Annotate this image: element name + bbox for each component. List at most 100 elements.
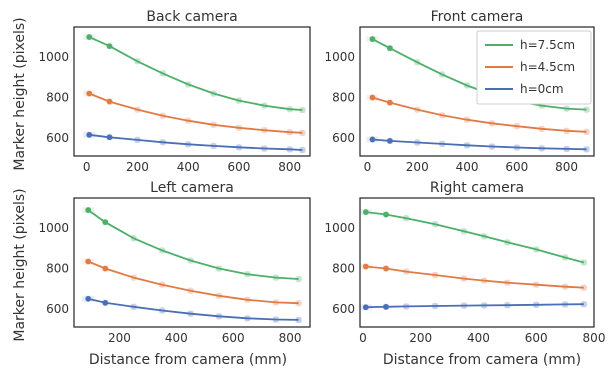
left-camera-title: Left camera — [150, 180, 234, 196]
back-axes-frame — [73, 26, 311, 157]
front-y-tick-800: 800 — [332, 91, 355, 105]
right-point-0cm-1 — [383, 304, 389, 310]
front-x-tick-200: 200 — [406, 160, 429, 174]
left-sample-band-4-5cm-8 — [295, 300, 302, 307]
left-point-4-5cm-1 — [102, 265, 109, 272]
front-y-tick-600: 600 — [332, 131, 355, 145]
left-x-tick-800: 800 — [279, 331, 302, 345]
left-point-0cm-0 — [85, 295, 92, 302]
back-line-4-5cm — [88, 92, 303, 134]
left-x-tick-400: 400 — [165, 331, 188, 345]
left-sample-band-7-5cm-8 — [295, 276, 302, 283]
right-x-tick-800: 800 — [583, 331, 606, 345]
back-x-tick-200: 200 — [126, 160, 149, 174]
back-x-tick-0: 0 — [83, 160, 91, 174]
back-point-0cm-1 — [106, 134, 113, 141]
left-point-7-5cm-1 — [102, 219, 109, 225]
x-axis-label-left: Distance from camera (mm) — [89, 352, 287, 368]
back-point-0cm-0 — [86, 132, 93, 138]
front-sample-band-4-5cm-9 — [583, 128, 590, 135]
left-camera-panel: Left camera 200 400 600 800 600 800 1000 — [38, 180, 311, 345]
front-x-tick-800: 800 — [555, 160, 578, 174]
front-sample-7-5cm-9 — [583, 106, 590, 113]
front-line-0cm — [372, 138, 587, 151]
front-sample-band-0cm-9 — [583, 146, 590, 153]
left-y-tick-800: 800 — [46, 262, 69, 276]
left-line-0cm — [87, 297, 299, 321]
back-y-tick-800: 800 — [46, 91, 69, 105]
left-sample-7-5cm-8 — [295, 275, 302, 283]
left-sample-band-0cm-8 — [295, 316, 302, 323]
right-camera-title: Right camera — [430, 180, 524, 196]
front-point-4-5cm-0 — [369, 94, 376, 101]
left-line-4-5cm — [87, 260, 299, 305]
left-sample-0cm-8 — [295, 316, 302, 324]
left-point-0cm-1 — [102, 300, 109, 306]
left-line-7-5cm — [87, 209, 299, 280]
right-point-7-5cm-1 — [383, 211, 389, 218]
legend-label-0: h=7.5cm — [520, 38, 575, 52]
front-x-tick-600: 600 — [505, 160, 528, 174]
front-point-0cm-0 — [369, 136, 376, 143]
right-line-7-5cm — [365, 211, 585, 264]
left-plot-area — [82, 206, 302, 324]
right-plot-area — [360, 208, 588, 311]
right-point-4-5cm-0 — [362, 263, 369, 270]
left-point-4-5cm-0 — [85, 258, 92, 265]
front-x-tick-0: 0 — [364, 160, 372, 174]
right-x-tick-600: 600 — [525, 331, 548, 345]
back-point-7-5cm-0 — [86, 34, 93, 40]
right-y-tick-600: 600 — [332, 302, 355, 316]
legend-label-1: h=4.5cm — [520, 60, 575, 74]
right-y-tick-1000: 1000 — [324, 221, 355, 235]
front-y-tick-1000: 1000 — [324, 50, 355, 64]
y-axis-label-bottom: Marker height (pixels) — [12, 188, 28, 341]
right-line-0cm — [365, 303, 584, 309]
front-x-tick-400: 400 — [456, 160, 479, 174]
front-sample-4-5cm-9 — [583, 128, 590, 136]
front-point-7-5cm-1 — [387, 45, 393, 51]
back-point-4-5cm-0 — [86, 90, 93, 97]
left-point-7-5cm-0 — [85, 207, 92, 213]
back-y-tick-1000: 1000 — [38, 50, 69, 64]
front-camera-panel: Front camera 0 200 400 600 800 600 800 1000 — [324, 9, 595, 174]
right-point-4-5cm-1 — [383, 265, 389, 272]
back-y-tick-600: 600 — [46, 131, 69, 145]
legend-box — [476, 30, 592, 105]
right-x-tick-0: 0 — [359, 331, 367, 345]
left-x-tick-600: 600 — [222, 331, 245, 345]
back-point-4-5cm-1 — [106, 98, 113, 105]
front-camera-title: Front camera — [431, 9, 524, 25]
right-line-4-5cm — [365, 265, 584, 289]
back-point-7-5cm-1 — [106, 43, 113, 49]
right-y-tick-800: 800 — [332, 262, 355, 276]
left-sample-4-5cm-8 — [295, 300, 302, 307]
back-line-7-5cm — [88, 36, 303, 111]
back-x-tick-400: 400 — [177, 160, 200, 174]
back-camera-panel: Back camera 0 200 400 600 800 600 800 1000 — [38, 9, 311, 174]
legend-label-2: h=0cm — [520, 82, 564, 96]
left-axes-frame — [73, 197, 311, 328]
front-point-7-5cm-0 — [369, 36, 376, 42]
y-axis-label-top: Marker height (pixels) — [12, 17, 28, 170]
legend: h=7.5cm h=4.5cm h=0cm — [476, 30, 592, 105]
front-point-4-5cm-1 — [387, 99, 393, 106]
front-axes-frame — [359, 26, 595, 157]
back-plot-area — [83, 33, 306, 154]
front-point-0cm-1 — [387, 138, 393, 144]
right-point-0cm-0 — [362, 304, 369, 311]
right-axes-frame — [359, 197, 595, 328]
front-sample-0cm-9 — [583, 146, 590, 153]
back-line-0cm — [89, 133, 303, 151]
right-camera-panel: Right camera 0 200 400 600 800 600 800 1000 — [324, 180, 605, 345]
front-line-4-5cm — [372, 96, 587, 133]
right-x-tick-400: 400 — [467, 331, 490, 345]
left-y-tick-1000: 1000 — [38, 221, 69, 235]
left-x-tick-200: 200 — [108, 331, 131, 345]
right-x-tick-200: 200 — [409, 331, 432, 345]
x-axis-label-right: Distance from camera (mm) — [383, 352, 581, 368]
back-x-tick-600: 600 — [227, 160, 250, 174]
front-sample-band-7-5cm-9 — [583, 106, 590, 113]
